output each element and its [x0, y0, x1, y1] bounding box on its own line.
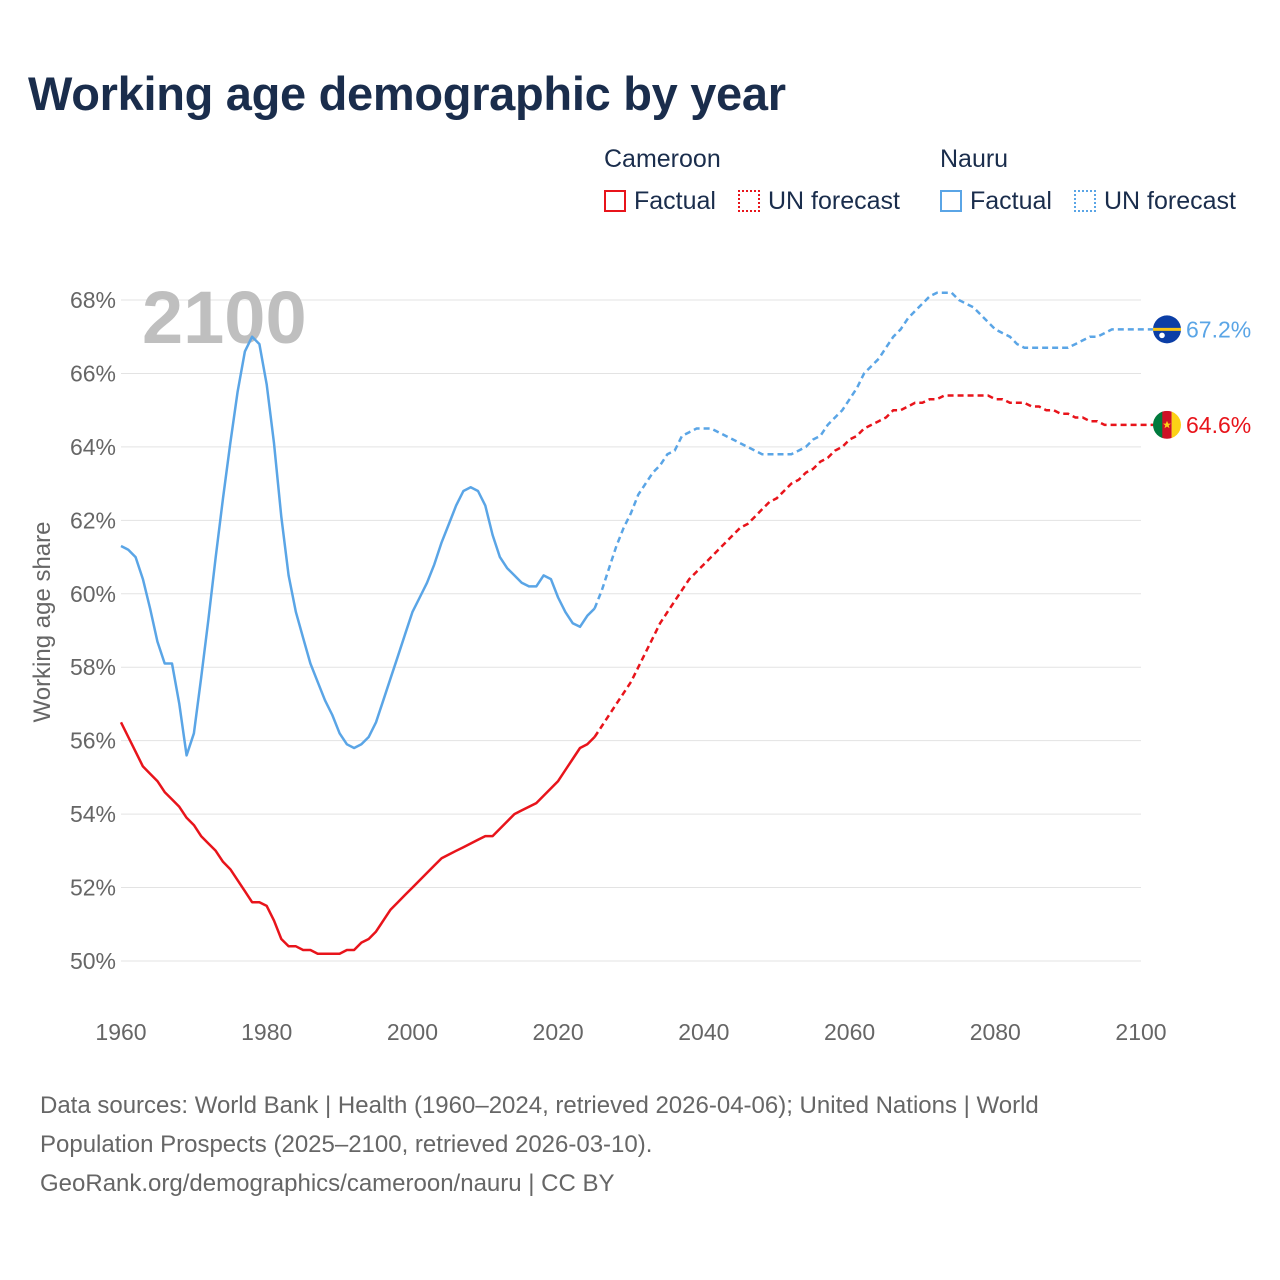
y-tick-label-0: 50%: [70, 948, 116, 974]
footer-source-line-2: Population Prospects (2025–2100, retriev…: [40, 1131, 653, 1158]
x-axis-ticks: 1960 1980 2000 2020 2040 2060 2080 2100: [95, 1019, 1166, 1045]
legend-cameroon-forecast[interactable]: UN forecast: [738, 186, 900, 216]
legend-label-cameroon-factual: Factual: [634, 186, 716, 215]
legend-swatch-nauru-factual: [940, 190, 962, 212]
x-tick-label-6: 2080: [970, 1019, 1021, 1045]
nauru-forecast-line: [593, 291, 1167, 609]
end-markers: 64.6% 67.2%: [1153, 315, 1251, 439]
legend-nauru-forecast[interactable]: UN forecast: [1074, 186, 1236, 216]
cameroon-flag-icon: [1153, 410, 1181, 439]
legend-group-nauru: Nauru: [940, 145, 1009, 173]
legend-swatch-cameroon-forecast: [738, 190, 760, 212]
y-tick-label-7: 64%: [70, 434, 116, 460]
x-tick-label-1: 1980: [241, 1019, 292, 1045]
x-tick-label-4: 2040: [678, 1019, 729, 1045]
x-tick-label-2: 2000: [387, 1019, 438, 1045]
footer-credit: GeoRank.org/demographics/cameroon/nauru …: [40, 1170, 615, 1197]
nauru-end-value-label: 67.2%: [1186, 316, 1251, 342]
nauru-factual-line: [120, 335, 596, 757]
year-watermark: 2100: [142, 276, 307, 359]
y-tick-label-9: 68%: [70, 287, 116, 313]
legend-swatch-nauru-forecast: [1074, 190, 1096, 212]
nauru-flag-icon: [1153, 315, 1181, 344]
y-tick-label-6: 62%: [70, 507, 116, 533]
chart-title: Working age demographic by year: [28, 67, 786, 120]
legend-group-cameroon: Cameroon: [604, 145, 721, 173]
footer: Data sources: World Bank | Health (1960–…: [40, 1086, 1240, 1203]
series: [119, 291, 1167, 955]
grid: [121, 299, 1141, 962]
y-axis-ticks: 50% 52% 54% 56% 58% 60% 62% 64% 66% 68%: [70, 287, 116, 974]
legend-label-cameroon-forecast: UN forecast: [768, 186, 900, 215]
y-tick-label-1: 52%: [70, 875, 116, 901]
y-tick-label-8: 66%: [70, 360, 116, 386]
legend-label-nauru-forecast: UN forecast: [1104, 186, 1236, 215]
legend-swatch-cameroon-factual: [604, 190, 626, 212]
y-tick-label-5: 60%: [70, 581, 116, 607]
legend-cameroon-factual[interactable]: Factual: [604, 186, 716, 216]
y-axis-label: Working age share: [29, 522, 56, 723]
x-tick-label-3: 2020: [533, 1019, 584, 1045]
y-tick-label-3: 56%: [70, 728, 116, 754]
cameroon-end-value-label: 64.6%: [1186, 412, 1251, 438]
y-tick-label-2: 54%: [70, 801, 116, 827]
x-tick-label-7: 2100: [1115, 1019, 1166, 1045]
x-tick-label-5: 2060: [824, 1019, 875, 1045]
cameroon-factual-line: [119, 721, 596, 955]
footer-source-line-1: Data sources: World Bank | Health (1960–…: [40, 1092, 1039, 1119]
cameroon-forecast-line: [593, 394, 1167, 738]
x-tick-label-0: 1960: [95, 1019, 146, 1045]
line-chart: 50% 52% 54% 56% 58% 60% 62% 64% 66% 68% 1960 1980 2…: [29, 276, 1251, 1045]
legend-nauru-factual[interactable]: Factual: [940, 186, 1052, 216]
y-tick-label-4: 58%: [70, 654, 116, 680]
legend-label-nauru-factual: Factual: [970, 186, 1052, 215]
